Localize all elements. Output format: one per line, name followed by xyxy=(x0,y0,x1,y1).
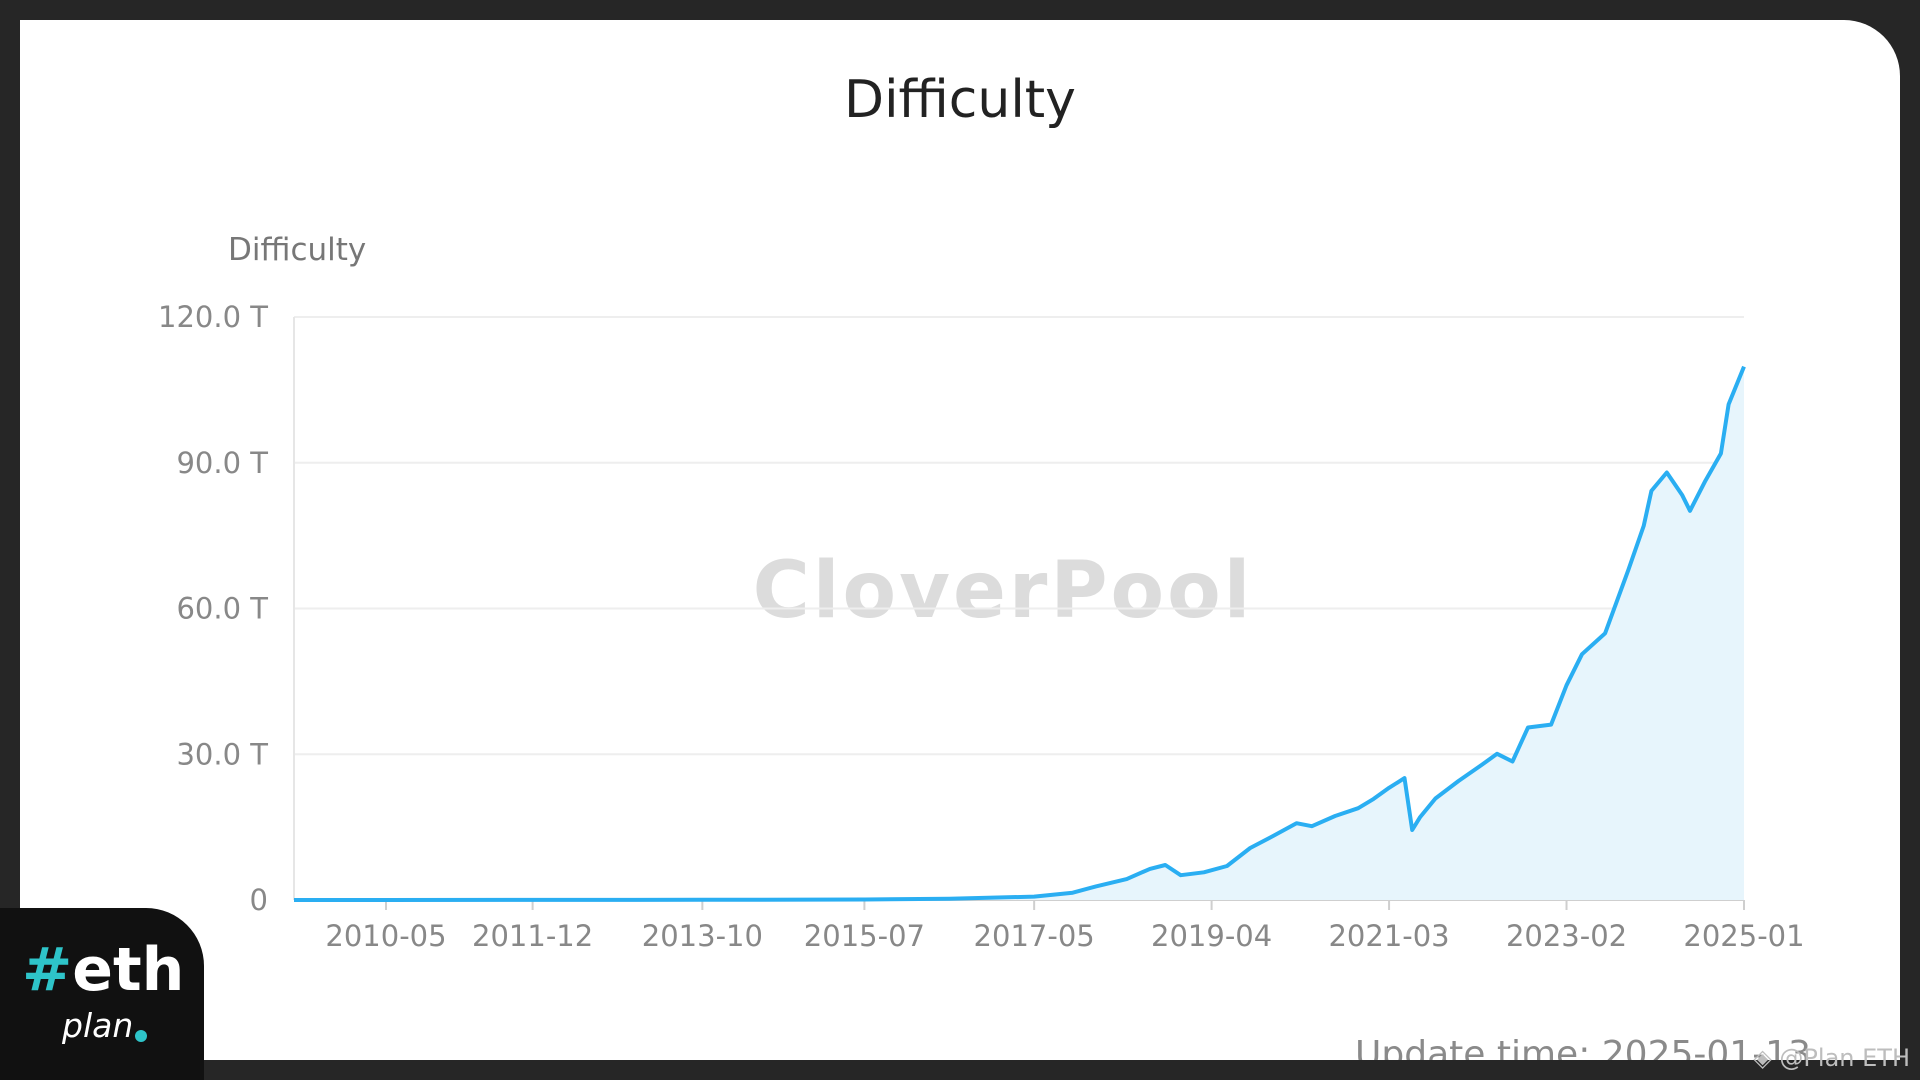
x-tick-label: 2017-05 xyxy=(974,919,1095,953)
x-tick-label: 2011-12 xyxy=(472,919,593,953)
logo-text: #eth xyxy=(22,935,185,1005)
x-tick-label: 2013-10 xyxy=(642,919,763,953)
x-tick-label: 2015-07 xyxy=(804,919,925,953)
credit-label: ◈ @Plan ETH xyxy=(1753,1044,1910,1072)
x-tick-label: 2023-02 xyxy=(1506,919,1627,953)
series-line xyxy=(294,365,1746,902)
chart-card: Difficulty Difficulty CloverPool Update … xyxy=(20,20,1900,1060)
y-tick-label: 0 xyxy=(250,883,268,917)
watermark: CloverPool xyxy=(752,546,1254,636)
x-tick-label: 2019-04 xyxy=(1151,919,1272,953)
y-tick-label: 30.0 T xyxy=(176,737,268,771)
y-tick-label: 60.0 T xyxy=(176,592,268,626)
y-tick-label: 90.0 T xyxy=(176,446,268,480)
x-tick-label: 2025-01 xyxy=(1683,919,1804,953)
update-time: Update time: 2025-01-13 xyxy=(1355,1034,1811,1060)
logo-badge xyxy=(0,908,204,1080)
series-area xyxy=(294,366,1744,901)
y-tick-label: 120.0 T xyxy=(158,300,268,334)
y-axis-label: Difficulty xyxy=(228,232,367,268)
logo-subtitle: plan xyxy=(62,1006,134,1045)
chart-title: Difficulty xyxy=(844,70,1076,130)
logo-dot xyxy=(135,1030,147,1042)
x-tick-label: 2010-05 xyxy=(325,919,446,953)
x-tick-label: 2021-03 xyxy=(1328,919,1449,953)
